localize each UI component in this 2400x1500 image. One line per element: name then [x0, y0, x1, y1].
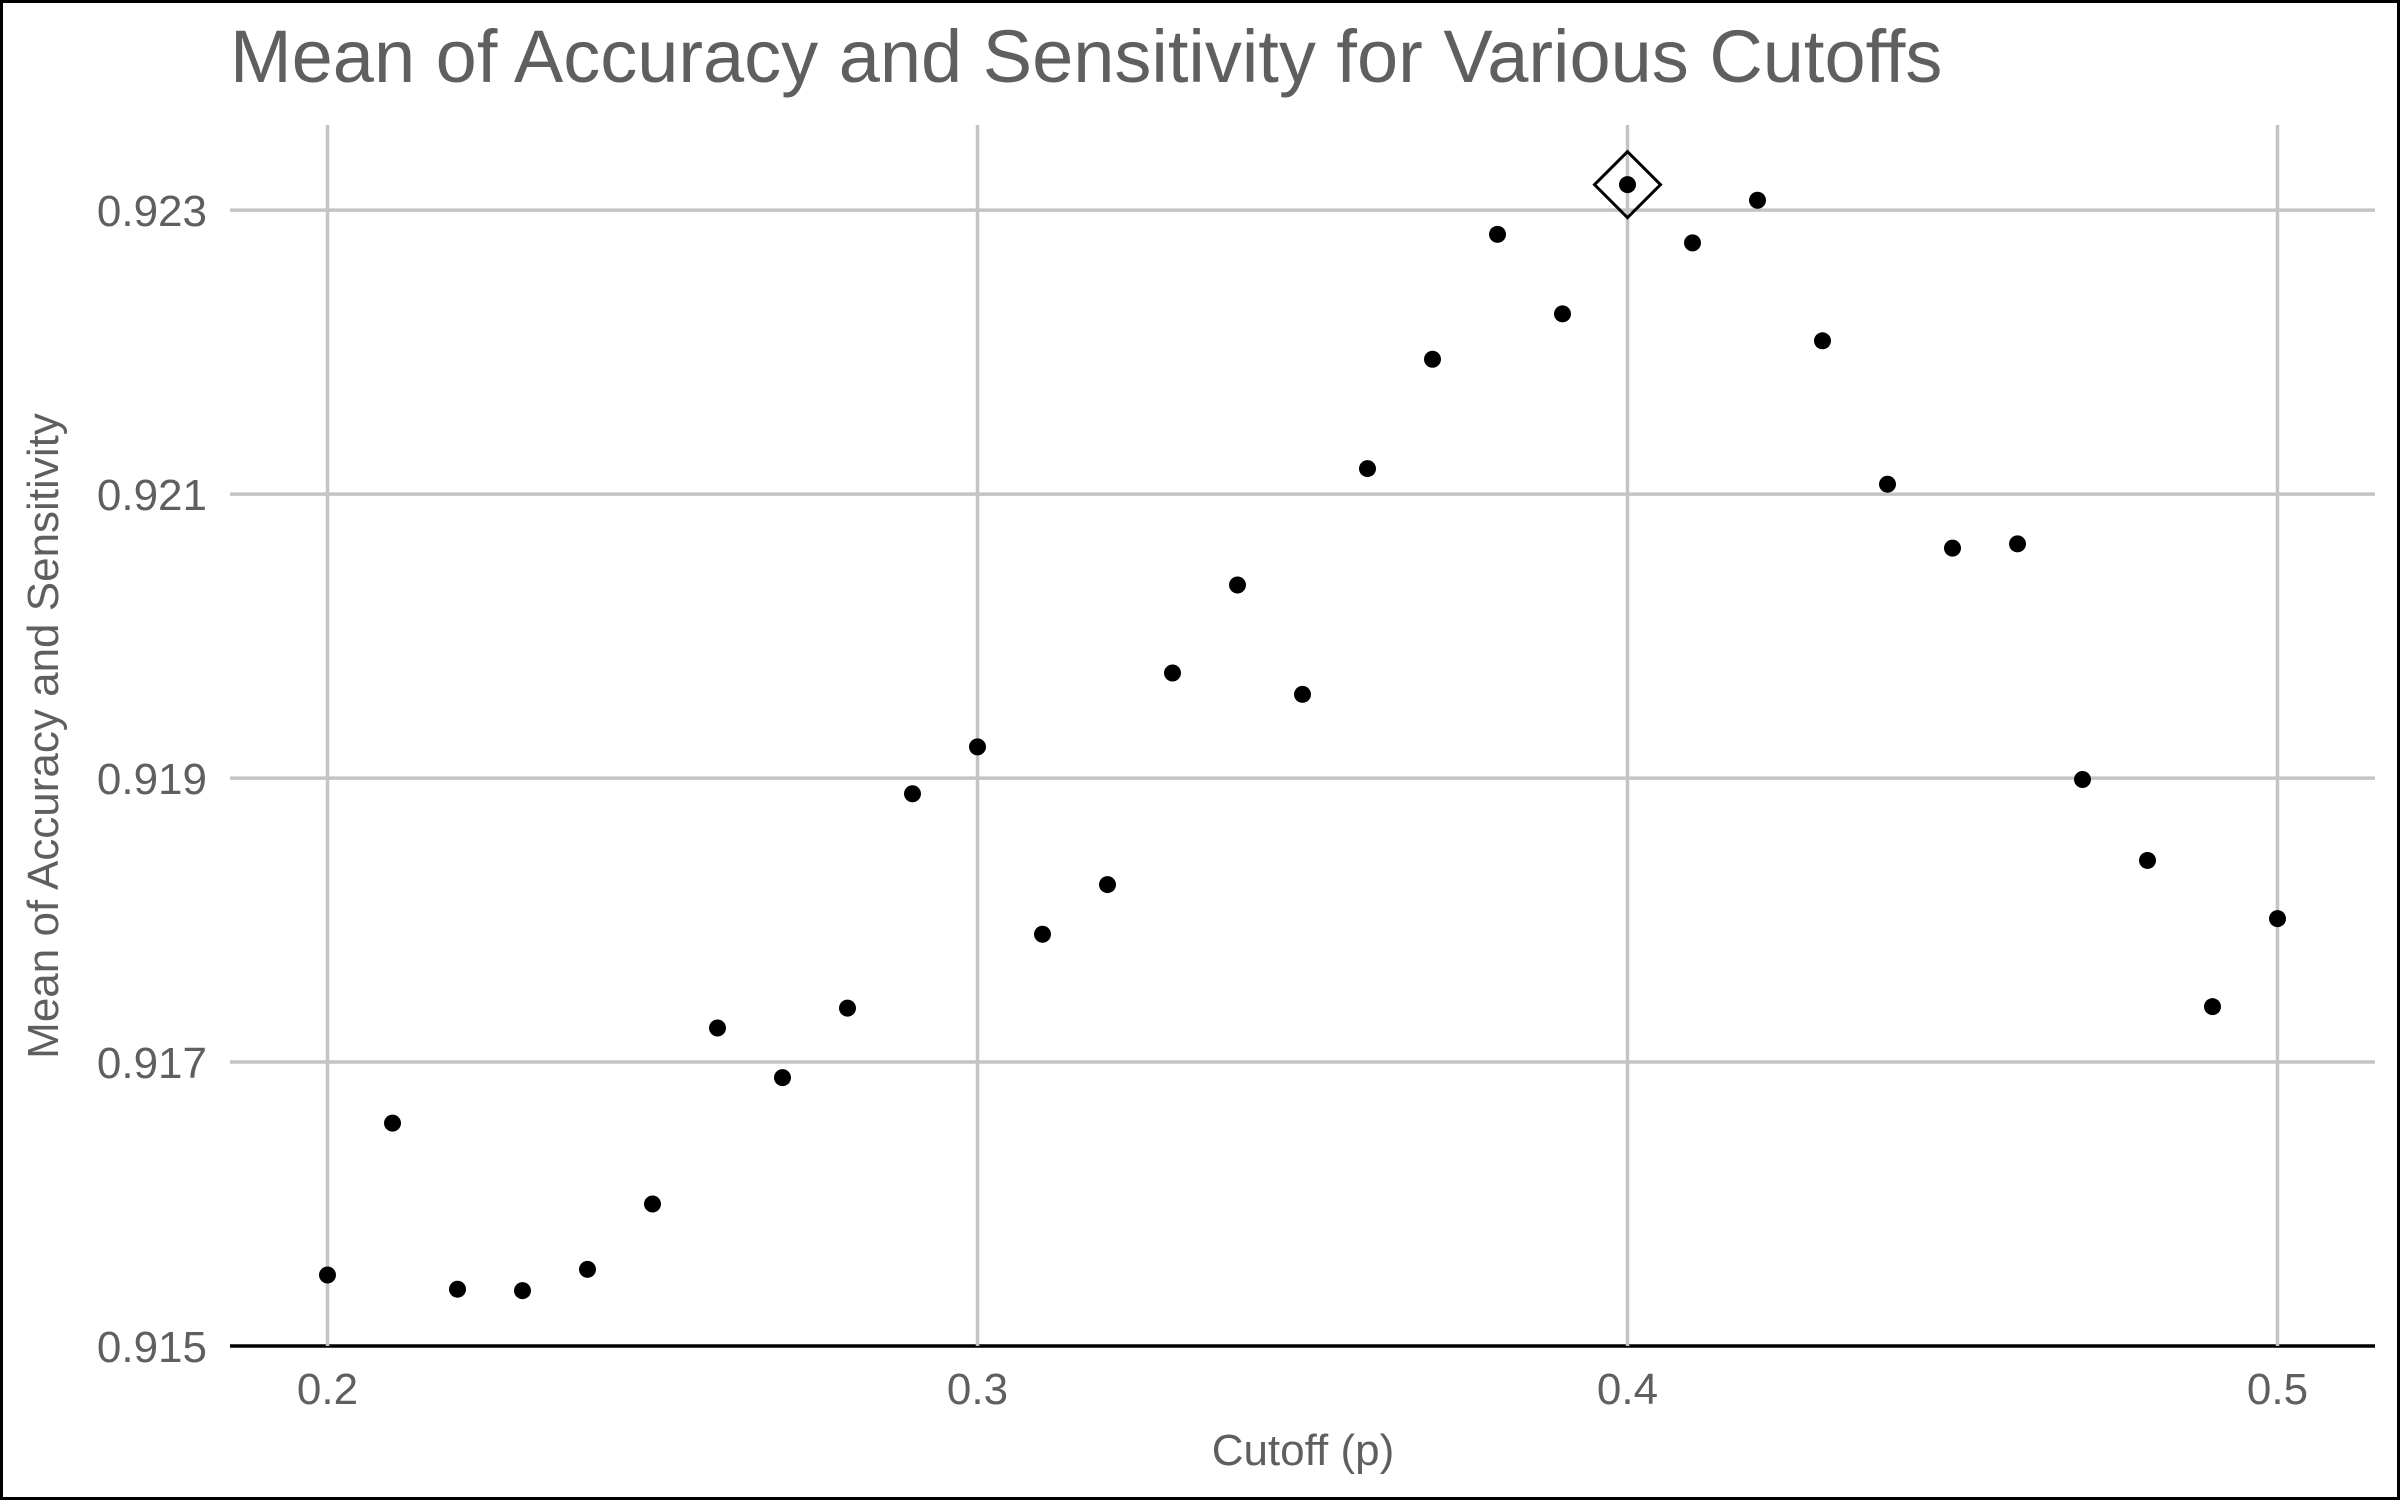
highlight-marker-layer — [1592, 149, 1663, 220]
x-tick-label: 0.5 — [2247, 1365, 2308, 1414]
data-point — [2009, 535, 2026, 553]
data-point — [1749, 191, 1766, 209]
data-points — [319, 176, 2286, 1300]
data-point — [904, 785, 921, 803]
y-tick-label: 0.915 — [97, 1323, 207, 1372]
data-point — [514, 1282, 531, 1300]
y-tick-label: 0.919 — [97, 755, 207, 804]
data-point — [2269, 910, 2286, 928]
x-tick-label: 0.4 — [1597, 1365, 1658, 1414]
data-point — [2204, 998, 2221, 1016]
data-point — [1034, 925, 1051, 943]
data-point — [2074, 771, 2091, 789]
x-tick-labels: 0.2 0.3 0.4 0.5 — [297, 1365, 2308, 1414]
x-tick-label: 0.3 — [947, 1365, 1008, 1414]
data-point — [579, 1260, 596, 1278]
optimal-cutoff-marker — [1592, 149, 1663, 220]
data-point — [1489, 225, 1506, 243]
y-tick-label: 0.921 — [97, 471, 207, 520]
data-point — [1229, 576, 1246, 594]
data-point — [774, 1069, 791, 1087]
data-point — [1684, 234, 1701, 252]
data-point — [839, 999, 856, 1017]
data-point — [1099, 876, 1116, 894]
data-point — [1294, 685, 1311, 703]
data-point — [449, 1280, 466, 1298]
y-tick-labels: 0.915 0.917 0.919 0.921 0.923 — [97, 187, 207, 1372]
y-tick-label: 0.917 — [97, 1039, 207, 1088]
data-point — [644, 1195, 661, 1213]
data-point — [1814, 332, 1831, 350]
data-point — [319, 1266, 336, 1284]
y-axis-label: Mean of Accuracy and Sensitivity — [19, 413, 68, 1059]
data-point — [1619, 176, 1636, 194]
chart-title: Mean of Accuracy and Sensitivity for Var… — [230, 15, 1942, 98]
data-point — [1424, 350, 1441, 368]
data-point — [2139, 851, 2156, 869]
data-point — [969, 738, 986, 756]
data-point — [1359, 460, 1376, 478]
grid-lines — [230, 125, 2375, 1348]
x-axis-label: Cutoff (p) — [1212, 1426, 1395, 1475]
y-tick-label: 0.923 — [97, 187, 207, 236]
data-point — [1554, 305, 1571, 323]
x-tick-label: 0.2 — [297, 1365, 358, 1414]
data-point — [1879, 475, 1896, 493]
data-point — [384, 1114, 401, 1132]
data-point — [709, 1019, 726, 1037]
data-point — [1944, 539, 1961, 557]
data-point — [1164, 664, 1181, 682]
